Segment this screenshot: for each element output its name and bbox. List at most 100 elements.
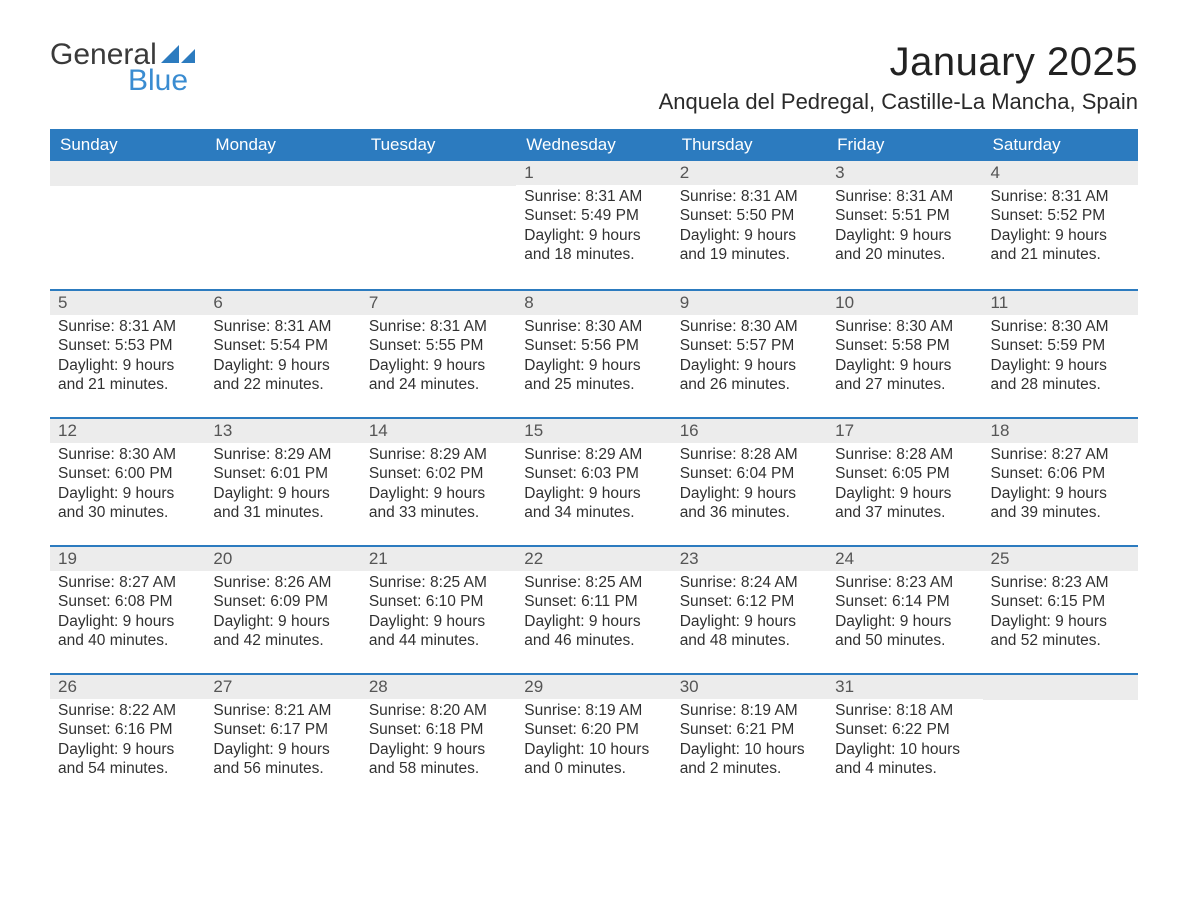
day-sunset: Sunset: 6:01 PM (213, 464, 352, 483)
day-sunrise: Sunrise: 8:31 AM (58, 317, 197, 336)
day-number: 4 (983, 161, 1138, 185)
calendar-cell (361, 161, 516, 289)
day-sunset: Sunset: 6:21 PM (680, 720, 819, 739)
calendar-cell: 20Sunrise: 8:26 AMSunset: 6:09 PMDayligh… (205, 547, 360, 673)
day-sunrise: Sunrise: 8:31 AM (835, 187, 974, 206)
day-sunrise: Sunrise: 8:27 AM (58, 573, 197, 592)
calendar-cell: 7Sunrise: 8:31 AMSunset: 5:55 PMDaylight… (361, 291, 516, 417)
day-dl2: and 50 minutes. (835, 631, 974, 650)
day-sunrise: Sunrise: 8:29 AM (524, 445, 663, 464)
day-sunset: Sunset: 6:04 PM (680, 464, 819, 483)
day-sunset: Sunset: 6:08 PM (58, 592, 197, 611)
calendar-cell: 30Sunrise: 8:19 AMSunset: 6:21 PMDayligh… (672, 675, 827, 801)
day-details: Sunrise: 8:31 AMSunset: 5:55 PMDaylight:… (361, 315, 516, 405)
calendar-cell: 24Sunrise: 8:23 AMSunset: 6:14 PMDayligh… (827, 547, 982, 673)
topbar: General Blue January 2025 Anquela del Pe… (50, 40, 1138, 115)
day-dl1: Daylight: 9 hours (213, 740, 352, 759)
calendar-cell: 11Sunrise: 8:30 AMSunset: 5:59 PMDayligh… (983, 291, 1138, 417)
day-dl1: Daylight: 10 hours (524, 740, 663, 759)
title-block: January 2025 Anquela del Pedregal, Casti… (659, 40, 1138, 115)
day-details: Sunrise: 8:30 AMSunset: 5:57 PMDaylight:… (672, 315, 827, 405)
day-details: Sunrise: 8:29 AMSunset: 6:03 PMDaylight:… (516, 443, 671, 533)
day-details: Sunrise: 8:26 AMSunset: 6:09 PMDaylight:… (205, 571, 360, 661)
day-details: Sunrise: 8:31 AMSunset: 5:52 PMDaylight:… (983, 185, 1138, 275)
day-number: 24 (827, 547, 982, 571)
day-dl2: and 56 minutes. (213, 759, 352, 778)
day-sunrise: Sunrise: 8:30 AM (524, 317, 663, 336)
day-sunset: Sunset: 6:05 PM (835, 464, 974, 483)
day-dl2: and 44 minutes. (369, 631, 508, 650)
day-dl1: Daylight: 9 hours (58, 612, 197, 631)
calendar-cell: 15Sunrise: 8:29 AMSunset: 6:03 PMDayligh… (516, 419, 671, 545)
calendar-cell: 28Sunrise: 8:20 AMSunset: 6:18 PMDayligh… (361, 675, 516, 801)
day-dl2: and 54 minutes. (58, 759, 197, 778)
calendar-cell: 6Sunrise: 8:31 AMSunset: 5:54 PMDaylight… (205, 291, 360, 417)
day-number: 26 (50, 675, 205, 699)
calendar-grid: Sunday Monday Tuesday Wednesday Thursday… (50, 129, 1138, 801)
day-number: 20 (205, 547, 360, 571)
calendar-cell: 12Sunrise: 8:30 AMSunset: 6:00 PMDayligh… (50, 419, 205, 545)
day-dl1: Daylight: 9 hours (369, 484, 508, 503)
day-dl2: and 28 minutes. (991, 375, 1130, 394)
day-sunset: Sunset: 5:49 PM (524, 206, 663, 225)
day-sunrise: Sunrise: 8:28 AM (835, 445, 974, 464)
day-details: Sunrise: 8:21 AMSunset: 6:17 PMDaylight:… (205, 699, 360, 789)
day-sunrise: Sunrise: 8:24 AM (680, 573, 819, 592)
day-details: Sunrise: 8:25 AMSunset: 6:10 PMDaylight:… (361, 571, 516, 661)
day-dl2: and 21 minutes. (58, 375, 197, 394)
day-sunrise: Sunrise: 8:30 AM (58, 445, 197, 464)
day-number: 2 (672, 161, 827, 185)
day-details: Sunrise: 8:19 AMSunset: 6:21 PMDaylight:… (672, 699, 827, 789)
day-details: Sunrise: 8:27 AMSunset: 6:08 PMDaylight:… (50, 571, 205, 661)
day-dl2: and 21 minutes. (991, 245, 1130, 264)
dow-thursday: Thursday (672, 129, 827, 161)
day-dl2: and 27 minutes. (835, 375, 974, 394)
day-dl1: Daylight: 10 hours (835, 740, 974, 759)
calendar-cell: 19Sunrise: 8:27 AMSunset: 6:08 PMDayligh… (50, 547, 205, 673)
calendar-cell: 16Sunrise: 8:28 AMSunset: 6:04 PMDayligh… (672, 419, 827, 545)
day-dl1: Daylight: 9 hours (991, 356, 1130, 375)
day-details: Sunrise: 8:24 AMSunset: 6:12 PMDaylight:… (672, 571, 827, 661)
day-sunrise: Sunrise: 8:22 AM (58, 701, 197, 720)
day-sunset: Sunset: 6:00 PM (58, 464, 197, 483)
day-sunset: Sunset: 6:11 PM (524, 592, 663, 611)
day-dl1: Daylight: 9 hours (835, 612, 974, 631)
brand-logo: General Blue (50, 40, 195, 96)
day-details: Sunrise: 8:31 AMSunset: 5:50 PMDaylight:… (672, 185, 827, 275)
day-details: Sunrise: 8:31 AMSunset: 5:54 PMDaylight:… (205, 315, 360, 405)
day-dl1: Daylight: 9 hours (524, 356, 663, 375)
day-number: 16 (672, 419, 827, 443)
logo-flag-icon (161, 45, 195, 65)
day-dl1: Daylight: 9 hours (524, 484, 663, 503)
day-details: Sunrise: 8:27 AMSunset: 6:06 PMDaylight:… (983, 443, 1138, 533)
day-dl2: and 40 minutes. (58, 631, 197, 650)
calendar-cell: 29Sunrise: 8:19 AMSunset: 6:20 PMDayligh… (516, 675, 671, 801)
day-dl2: and 36 minutes. (680, 503, 819, 522)
day-sunset: Sunset: 5:51 PM (835, 206, 974, 225)
week-row: 19Sunrise: 8:27 AMSunset: 6:08 PMDayligh… (50, 545, 1138, 673)
day-details: Sunrise: 8:22 AMSunset: 6:16 PMDaylight:… (50, 699, 205, 789)
day-sunset: Sunset: 5:55 PM (369, 336, 508, 355)
day-dl2: and 30 minutes. (58, 503, 197, 522)
logo-word-blue: Blue (128, 66, 195, 96)
day-dl1: Daylight: 9 hours (680, 612, 819, 631)
day-dl1: Daylight: 9 hours (680, 356, 819, 375)
calendar-cell: 10Sunrise: 8:30 AMSunset: 5:58 PMDayligh… (827, 291, 982, 417)
day-dl1: Daylight: 9 hours (369, 740, 508, 759)
day-dl1: Daylight: 9 hours (58, 356, 197, 375)
day-dl2: and 42 minutes. (213, 631, 352, 650)
day-number: 12 (50, 419, 205, 443)
day-dl1: Daylight: 10 hours (680, 740, 819, 759)
day-sunset: Sunset: 6:20 PM (524, 720, 663, 739)
calendar-cell: 17Sunrise: 8:28 AMSunset: 6:05 PMDayligh… (827, 419, 982, 545)
week-row: 26Sunrise: 8:22 AMSunset: 6:16 PMDayligh… (50, 673, 1138, 801)
day-number: 19 (50, 547, 205, 571)
day-number: 5 (50, 291, 205, 315)
day-sunset: Sunset: 6:12 PM (680, 592, 819, 611)
day-dl1: Daylight: 9 hours (991, 484, 1130, 503)
day-dl2: and 25 minutes. (524, 375, 663, 394)
day-details: Sunrise: 8:28 AMSunset: 6:05 PMDaylight:… (827, 443, 982, 533)
calendar-cell: 21Sunrise: 8:25 AMSunset: 6:10 PMDayligh… (361, 547, 516, 673)
day-dl2: and 24 minutes. (369, 375, 508, 394)
day-dl2: and 26 minutes. (680, 375, 819, 394)
